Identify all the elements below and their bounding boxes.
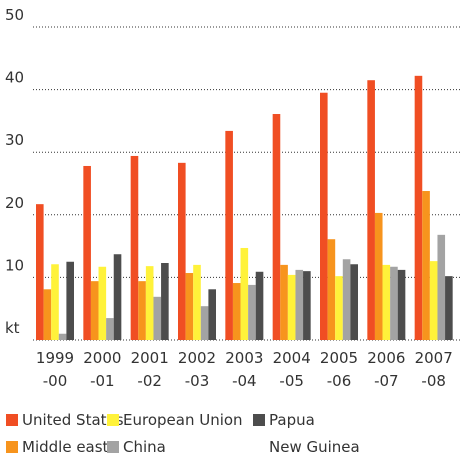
bar [138,281,146,340]
x-tick-label: 2005 -06 [320,349,358,390]
y-tick-label: kt [5,319,20,337]
bar [303,271,311,340]
bar [145,266,154,340]
bar [287,274,296,340]
bar [153,296,162,340]
bar [178,162,186,340]
bar [429,261,438,340]
bar [185,273,194,340]
bar [335,276,343,340]
bar [272,114,281,340]
legend-swatch [107,441,119,453]
x-tick-label: 2003 -04 [225,349,263,390]
legend-label: Papua New Guinea [269,411,360,456]
x-tick-label: 2000 -01 [83,349,121,390]
bar [161,263,169,340]
x-tick-label: 2006 -07 [367,349,405,390]
bar [350,264,358,340]
legend-label: United States [22,411,124,429]
bar [43,289,52,340]
bar [232,283,241,340]
bar [445,276,453,340]
bar [208,289,216,340]
bar [130,155,139,340]
bar [397,269,406,340]
x-tick-label: 2007 -08 [415,349,453,390]
y-tick-label: 10 [5,256,24,274]
bar [280,264,288,340]
bar [83,165,91,340]
bar [193,264,201,340]
legend-swatch [107,414,119,426]
bar [240,247,249,340]
y-tick-label: 30 [5,131,24,149]
bar [320,92,328,340]
bar [58,333,67,340]
bar [382,264,391,340]
bar [374,212,383,340]
x-tick-label: 2004 -05 [273,349,311,390]
bar [90,281,99,340]
y-tick-label: 20 [5,194,24,212]
bar [414,75,423,340]
bar [390,266,398,340]
legend-label: European Union [123,411,243,429]
bar [66,261,74,340]
bar [36,204,44,340]
legend-swatch [253,414,265,426]
bar [200,306,209,340]
bar [113,254,122,340]
legend-swatch [6,441,18,453]
bar [342,259,351,340]
bar [367,80,375,341]
x-tick-label: 2001 -02 [131,349,169,390]
bar [51,264,59,340]
legend-swatch [6,414,18,426]
bar [106,318,114,340]
y-tick-label: 50 [5,6,24,24]
bar [437,234,446,340]
x-tick-label: 2002 -03 [178,349,216,390]
legend-label: Middle east [22,438,109,456]
bar [327,239,336,340]
bar [422,191,430,340]
bar [255,271,264,340]
bar [248,284,256,340]
y-tick-label: 40 [5,69,24,87]
x-tick-label: 1999 -00 [36,349,74,390]
bar [225,130,233,340]
legend-label: China [123,438,166,456]
bar [98,266,107,340]
bar [295,269,304,340]
